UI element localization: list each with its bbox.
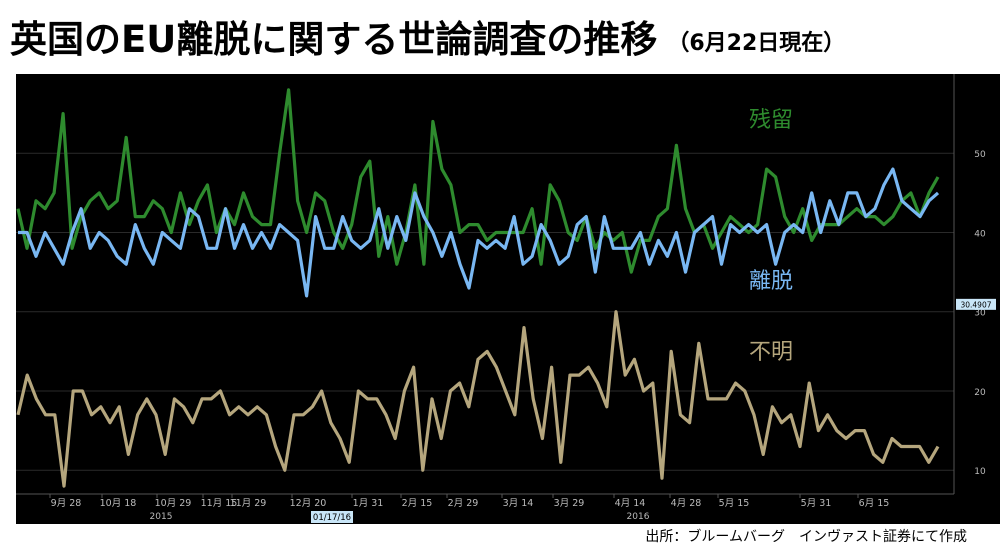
title-row: 英国のEU離脱に関する世論調査の推移 （6月22日現在） [10, 4, 1000, 70]
year-label-2016: 2016 [627, 512, 650, 522]
page-subtitle: （6月22日現在） [667, 31, 846, 56]
line-chart: 10 20 30 40 50 30.4907 9月 28 10月 18 10月 29 11月 1… [16, 74, 1000, 524]
series-lines [16, 88, 940, 488]
chart-background [16, 74, 1000, 524]
year-label-2015: 2015 [150, 512, 173, 522]
series-line-2 [16, 310, 940, 488]
x-tick-label: 3月 14 [503, 498, 534, 509]
series-label-leave: 離脱 [749, 269, 793, 294]
x-tick-label: 12月 20 [290, 498, 327, 509]
y-tick-label: 20 [974, 388, 986, 398]
x-tick-label: 10月 18 [100, 498, 137, 509]
x-tick-label: 2月 29 [448, 498, 479, 509]
x-tick-label: 4月 14 [615, 498, 646, 509]
highlight-date-box [311, 511, 353, 523]
series-line-1 [18, 167, 940, 298]
x-tick-label: 3月 29 [554, 498, 585, 509]
series-label-remain: 残留 [749, 108, 793, 133]
x-tick-label: 9月 28 [51, 498, 82, 509]
x-tick-label: 5月 31 [801, 498, 832, 509]
series-line-0 [16, 88, 940, 274]
x-tick-label: 1月 31 [353, 498, 384, 509]
x-tick-label: 2月 15 [402, 498, 433, 509]
last-value-label: 30.4907 [960, 300, 991, 309]
chart-area: 10 20 30 40 50 30.4907 9月 28 10月 18 10月 29 11月 1… [16, 74, 1000, 524]
y-tick-label: 40 [974, 229, 986, 239]
x-tick-label: 6月 15 [859, 498, 890, 509]
x-tick-label: 5月 15 [719, 498, 750, 509]
last-value-box [956, 298, 996, 310]
x-tick-label: 10月 29 [155, 498, 192, 509]
y-axis: 10 20 30 40 50 30.4907 [16, 74, 996, 495]
x-tick-label: 4月 28 [671, 498, 702, 509]
x-tick-label: 11月 15 [201, 498, 238, 509]
x-tick-label: 11月 29 [230, 498, 267, 509]
y-tick-label: 10 [974, 467, 986, 477]
page-title: 英国のEU離脱に関する世論調査の推移 [10, 18, 658, 61]
source-note: 出所：ブルームバーグ インヴァスト証券にて作成 [645, 529, 967, 545]
highlight-date-label: 01/17/16 [313, 513, 351, 523]
y-tick-label: 30 [974, 309, 986, 319]
series-label-undecided: 不明 [749, 340, 793, 365]
y-tick-label: 50 [974, 150, 986, 160]
